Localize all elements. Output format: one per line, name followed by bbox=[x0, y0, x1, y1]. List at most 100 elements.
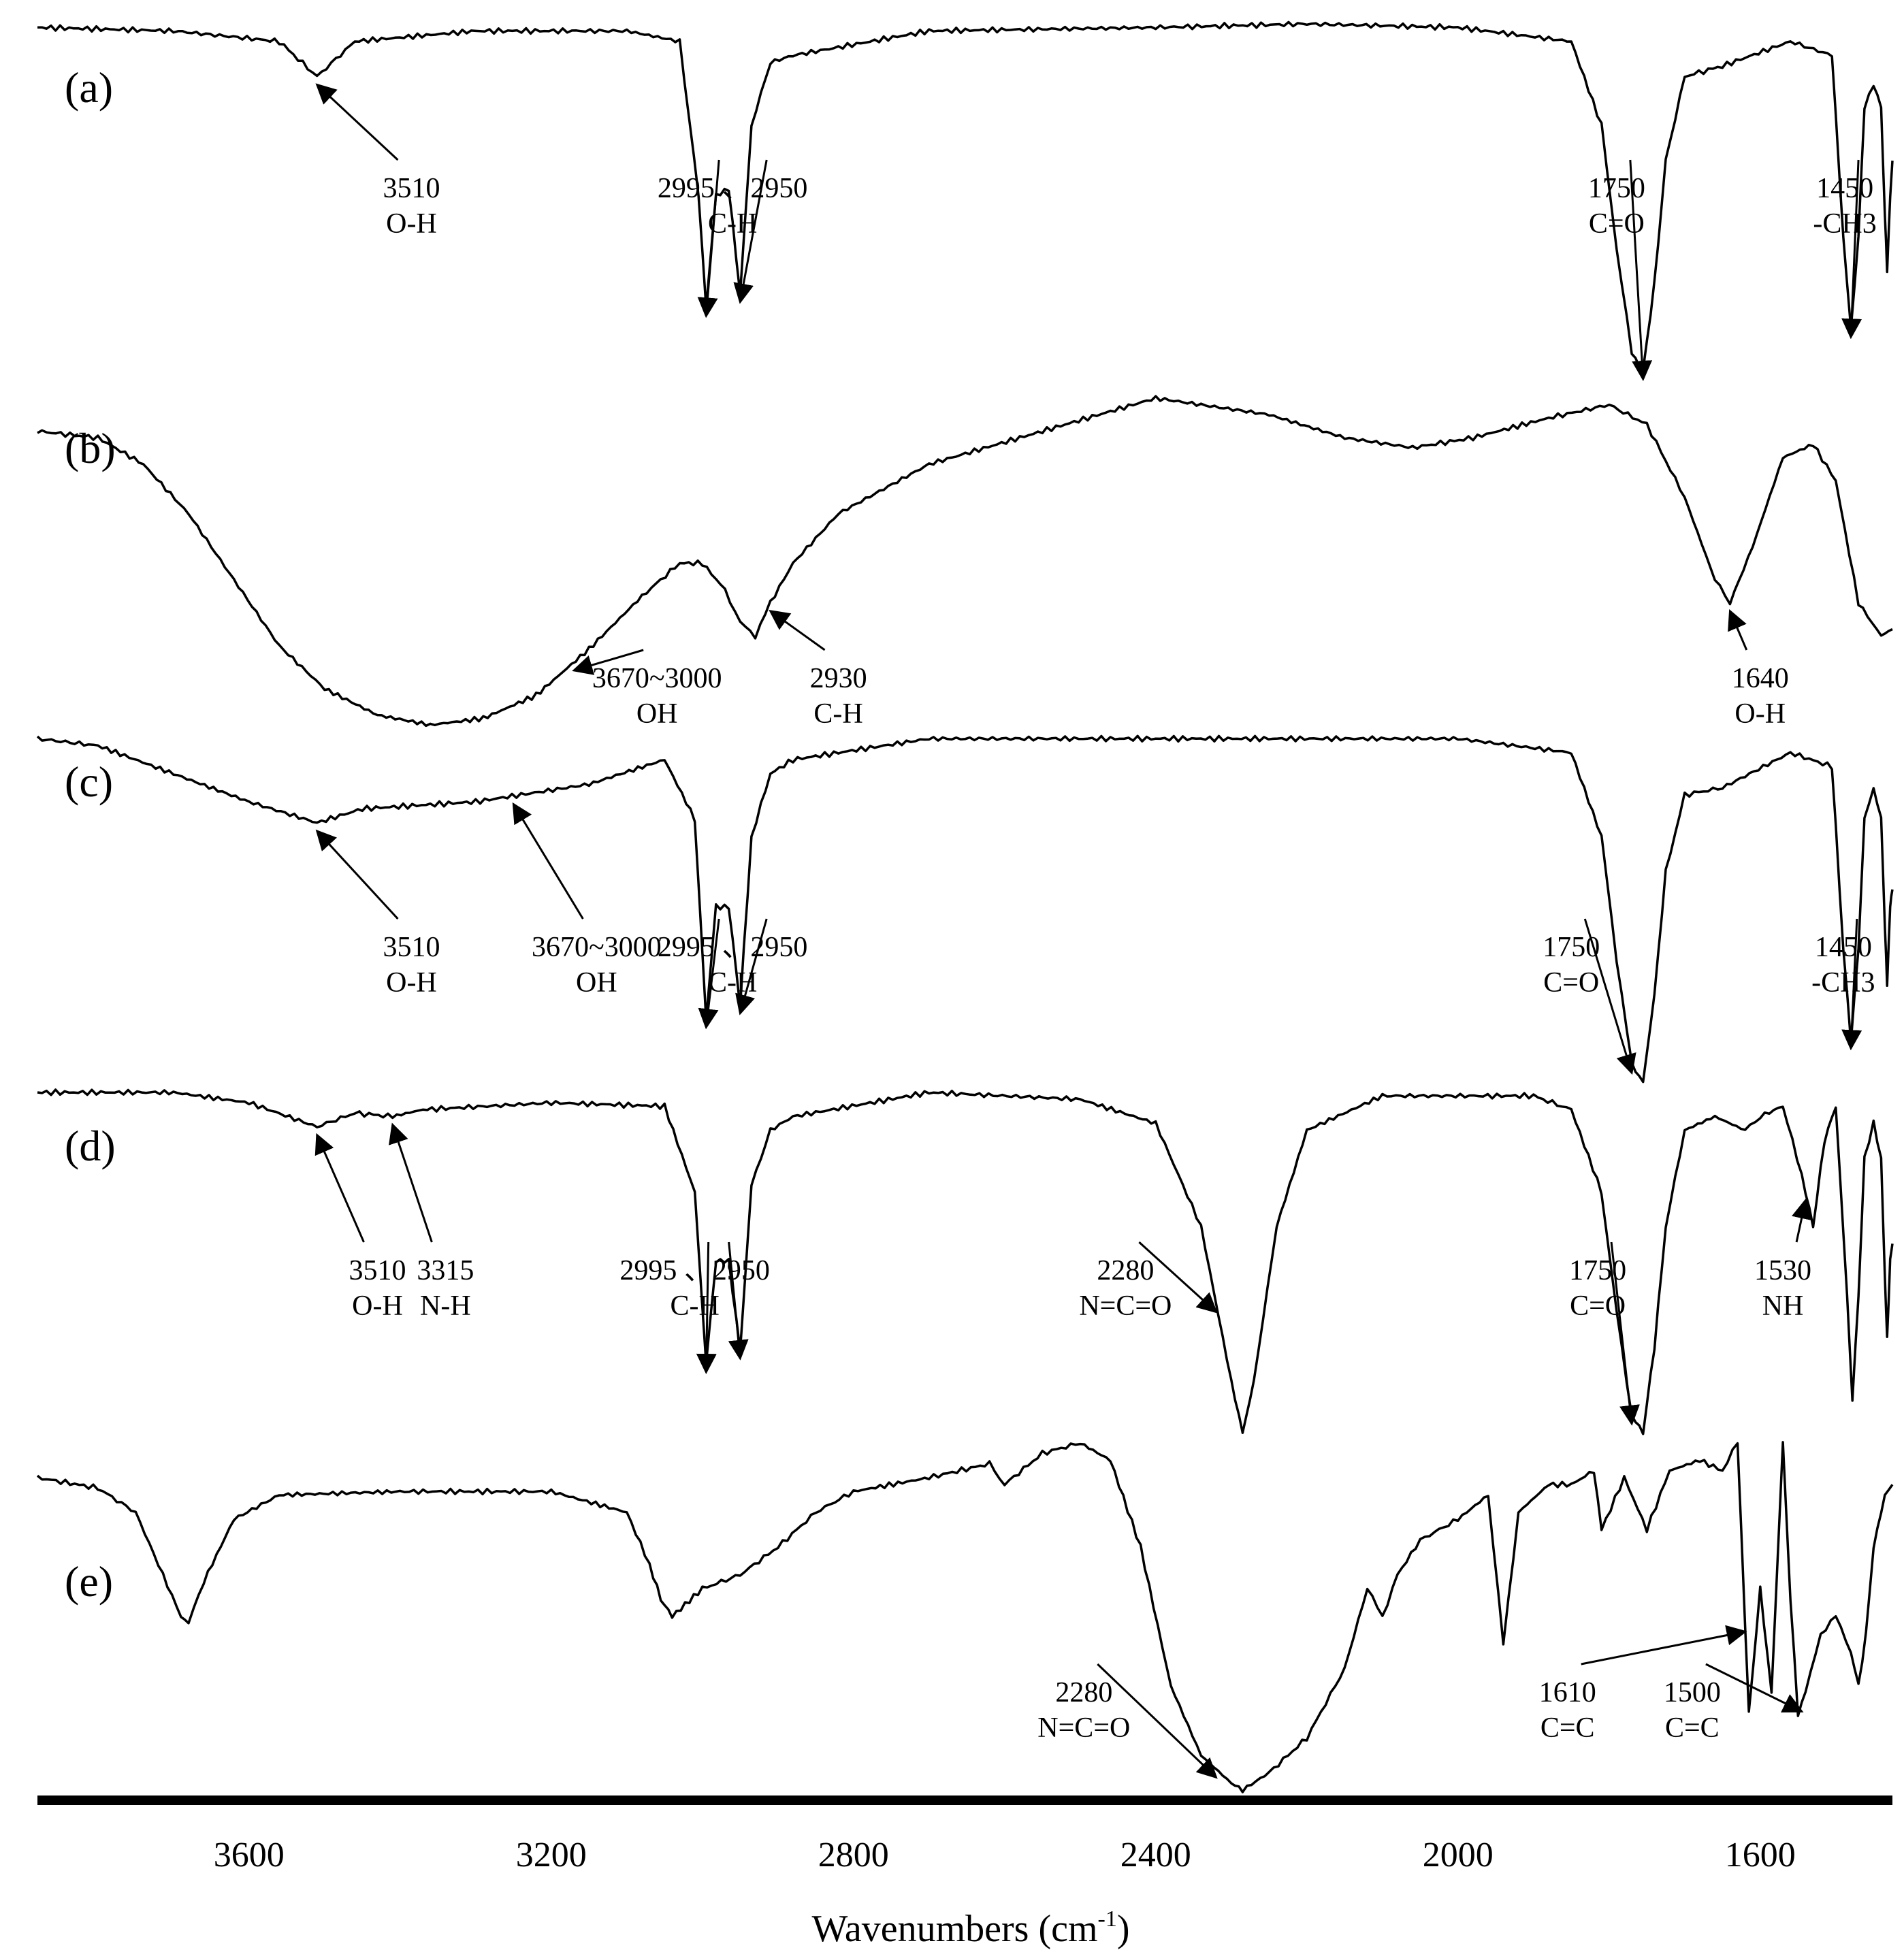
annotation-text: 3510 bbox=[383, 173, 440, 204]
x-tick-label: 2800 bbox=[818, 1836, 889, 1874]
annotation-2280: 2280 N=C=O bbox=[1037, 1663, 1218, 1779]
x-tick-label: 3200 bbox=[516, 1836, 587, 1874]
annotation-text: N-H bbox=[420, 1290, 471, 1322]
x-axis-bar bbox=[37, 1795, 1892, 1805]
annotation-arrow bbox=[769, 609, 826, 651]
annotation-text: C=C bbox=[1665, 1712, 1720, 1744]
annotation-text: O-H bbox=[1734, 698, 1786, 730]
annotation-text: N=C=O bbox=[1079, 1290, 1172, 1322]
spectrum-b-line bbox=[37, 395, 1893, 728]
annotation-3510: 3510 O-H bbox=[315, 83, 440, 240]
annotation-text: 3315 bbox=[417, 1255, 474, 1286]
annotation-text: 3670~3000 bbox=[532, 932, 662, 963]
annotation-arrow bbox=[572, 649, 644, 675]
annotation-text: OH bbox=[576, 967, 617, 998]
panel-labels-group: (a) (b) (c) (d) (e) bbox=[65, 63, 116, 1606]
annotation-arrow bbox=[1629, 159, 1653, 381]
x-tick-label: 2400 bbox=[1120, 1836, 1191, 1874]
annotation-text: 1750 bbox=[1569, 1255, 1626, 1286]
annotation-text: 1610 bbox=[1539, 1677, 1596, 1708]
annotation-text: O-H bbox=[352, 1290, 403, 1322]
spectrum-c-line bbox=[36, 734, 1894, 1084]
annotation-text: C=O bbox=[1543, 967, 1599, 998]
annotation-arrow bbox=[1610, 1241, 1640, 1426]
panel-label-c: (c) bbox=[65, 758, 113, 806]
annotation-text: 2995 、2950 bbox=[619, 1255, 770, 1286]
annotation-text: N=C=O bbox=[1037, 1712, 1130, 1744]
annotation-text: C=C bbox=[1540, 1712, 1595, 1744]
annotation-text: C-H bbox=[671, 1290, 720, 1322]
annotation-arrow bbox=[697, 159, 720, 319]
annotation-arrow bbox=[1097, 1663, 1218, 1779]
annotation-arrow bbox=[1581, 1625, 1747, 1665]
annotation-text: 2995 、2950 bbox=[658, 173, 808, 204]
annotation-36703000: 3670~3000 OH bbox=[512, 802, 662, 998]
annotation-1500: 1500 C=C bbox=[1664, 1663, 1804, 1744]
annotation-text: O-H bbox=[386, 208, 437, 240]
panel-label-b: (b) bbox=[65, 424, 116, 472]
annotation-text: 2930 bbox=[810, 663, 867, 694]
annotation-arrow bbox=[315, 829, 399, 920]
annotation-2930: 2930 C-H bbox=[769, 609, 867, 730]
annotation-arrow bbox=[698, 918, 720, 1030]
x-axis-title: Wavenumbers (cm-1) bbox=[812, 1906, 1130, 1950]
spectrum-e-line bbox=[36, 1441, 1894, 1793]
annotation-text: 2995 、2950 bbox=[658, 932, 808, 963]
x-tick-labels: 3600 3200 2800 2400 2000 1600 bbox=[214, 1836, 1796, 1874]
annotation-29952950: 2995 、2950 C-H bbox=[619, 1241, 770, 1374]
x-tick-label: 3600 bbox=[214, 1836, 285, 1874]
x-tick-label: 1600 bbox=[1725, 1836, 1796, 1874]
panel-label-d: (d) bbox=[65, 1122, 116, 1170]
annotation-text: 1640 bbox=[1732, 663, 1789, 694]
panel-label-a: (a) bbox=[65, 63, 113, 112]
annotation-arrow bbox=[735, 918, 768, 1015]
annotation-text: 1450 bbox=[1816, 173, 1873, 204]
annotation-arrow bbox=[1138, 1241, 1218, 1314]
spectrum-a-line bbox=[37, 20, 1894, 372]
annotation-3510: 3510 O-H bbox=[314, 1133, 406, 1322]
annotation-arrow bbox=[728, 1241, 749, 1361]
annotation-arrow bbox=[1841, 918, 1862, 1051]
annotation-text: O-H bbox=[386, 967, 437, 998]
annotation-1450: 1450 -CH3 bbox=[1813, 159, 1877, 340]
annotation-arrow bbox=[1791, 1198, 1812, 1243]
annotation-text: OH bbox=[636, 698, 678, 730]
annotation-3315: 3315 N-H bbox=[389, 1122, 474, 1322]
annotation-arrow bbox=[315, 83, 399, 161]
annotation-arrow bbox=[314, 1133, 365, 1243]
annotation-arrow bbox=[1841, 159, 1862, 340]
x-tick-label: 2000 bbox=[1423, 1836, 1494, 1874]
annotation-text: 2280 bbox=[1097, 1255, 1154, 1286]
annotation-arrow bbox=[389, 1122, 433, 1243]
annotation-text: 3670~3000 bbox=[592, 663, 722, 694]
annotation-arrow bbox=[1728, 608, 1748, 651]
annotation-29952950: 2995 、2950 C-H bbox=[658, 159, 808, 319]
annotation-arrow bbox=[512, 802, 584, 920]
annotation-arrow bbox=[733, 159, 768, 304]
annotation-text: 1530 bbox=[1754, 1255, 1811, 1286]
annotation-text: C=O bbox=[1589, 208, 1645, 240]
annotation-text: NH bbox=[1762, 1290, 1804, 1322]
annotations-group: 3510 O-H 2995 、2950 C-H 1750 C=O 1450 -CH3 3670~… bbox=[314, 83, 1877, 1779]
annotation-text: 3510 bbox=[383, 932, 440, 963]
annotation-text: C-H bbox=[813, 698, 862, 730]
annotation-3510: 3510 O-H bbox=[315, 829, 440, 998]
annotation-text: 1450 bbox=[1815, 932, 1872, 963]
panel-label-e: (e) bbox=[65, 1557, 113, 1606]
annotation-arrow bbox=[696, 1241, 717, 1374]
annotation-29952950: 2995 、2950 C-H bbox=[658, 918, 808, 1030]
annotation-1610: 1610 C=C bbox=[1539, 1625, 1747, 1744]
annotation-36703000: 3670~3000 OH bbox=[572, 649, 722, 730]
annotation-text: C-H bbox=[708, 967, 757, 998]
annotation-text: C-H bbox=[708, 208, 757, 240]
annotation-text: -CH3 bbox=[1813, 208, 1876, 240]
annotation-text: 1500 bbox=[1664, 1677, 1721, 1708]
annotation-text: 3510 bbox=[349, 1255, 406, 1286]
annotation-arrow bbox=[1705, 1663, 1804, 1713]
annotation-text: -CH3 bbox=[1811, 967, 1875, 998]
annotation-2280: 2280 N=C=O bbox=[1079, 1241, 1218, 1322]
